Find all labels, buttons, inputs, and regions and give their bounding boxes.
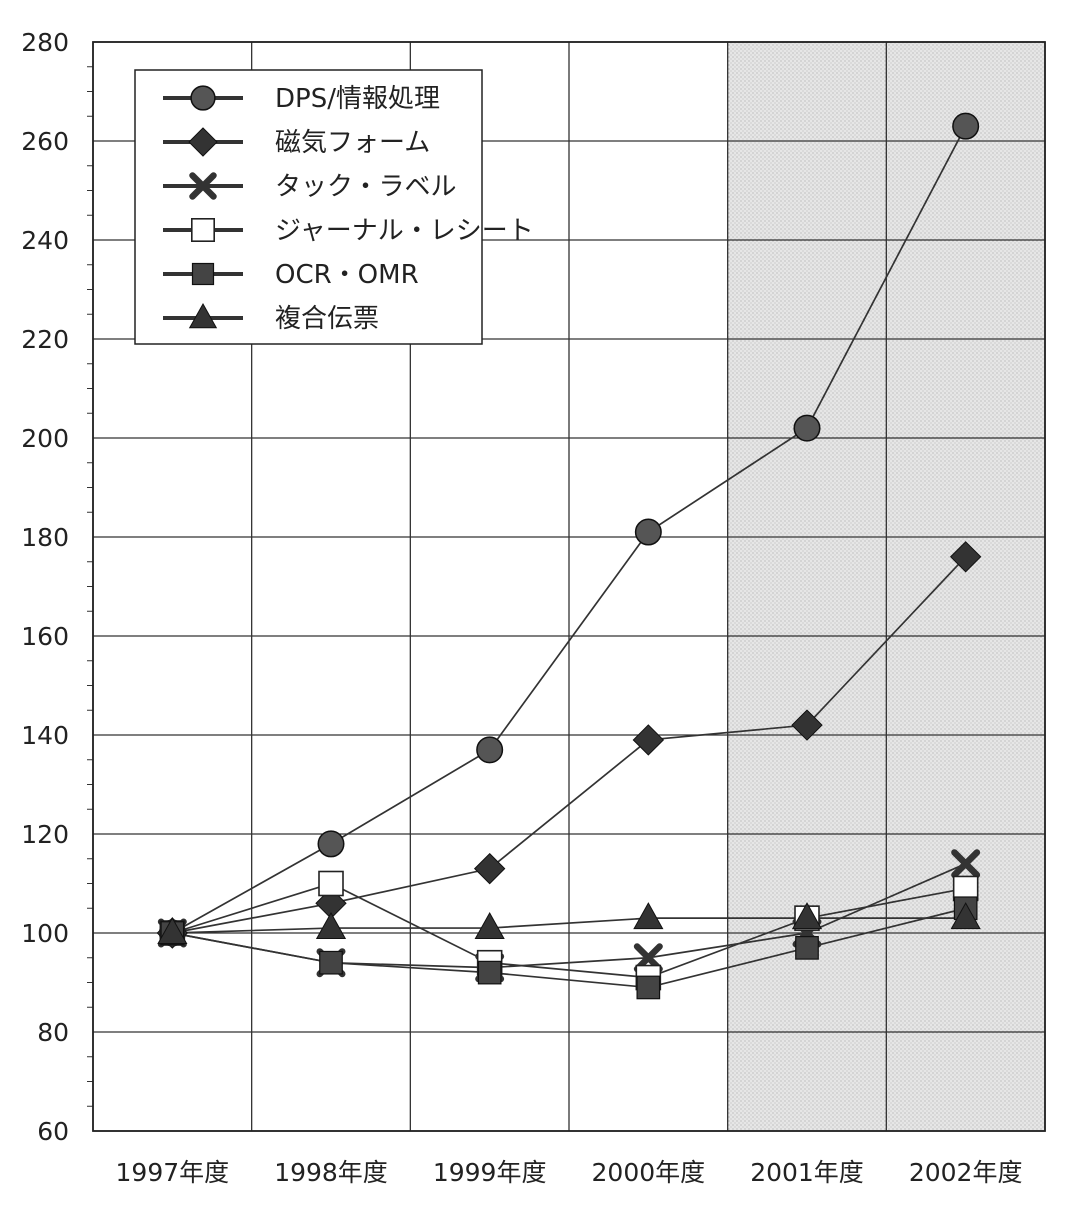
marker-x — [951, 849, 981, 879]
marker-open-square — [318, 870, 344, 897]
marker-filled-square — [636, 975, 661, 1000]
marker-diamond — [791, 709, 823, 741]
marker-triangle — [791, 902, 823, 930]
series-line — [172, 907, 966, 989]
series-4 — [172, 907, 966, 989]
series-line — [172, 556, 967, 934]
series-line — [172, 917, 966, 934]
marker-triangle — [633, 902, 664, 930]
series-0 — [171, 125, 967, 934]
marker-circle — [634, 518, 662, 546]
legend-label: ジャーナル・レシート — [275, 216, 534, 246]
legend-label: 磁気フォーム — [275, 128, 430, 158]
legend-entry: OCR・OMR — [163, 260, 419, 290]
axes: 60 80 100 120 140 160 180 200 220 240 260 280 1997年度… — [21, 28, 1046, 1187]
legend-entry: タック・ラベル — [163, 172, 456, 202]
x-tick-label: 2002年度 — [909, 1158, 1023, 1187]
y-tick-label: 260 — [21, 127, 69, 156]
y-tick-label: 220 — [21, 325, 69, 354]
y-tick-label: 80 — [37, 1018, 69, 1047]
marker-circle — [190, 85, 216, 111]
marker-triangle — [315, 912, 347, 940]
x-tick-label: 1998年度 — [274, 1158, 388, 1187]
marker-circle — [952, 112, 980, 140]
series-3 — [172, 882, 966, 979]
y-tick-label: 240 — [21, 226, 69, 255]
shaded-column — [886, 42, 1045, 1131]
marker-diamond — [188, 127, 218, 157]
marker-open-square — [191, 218, 216, 243]
y-tick-label: 120 — [21, 820, 69, 849]
x-tick-label: 1997年度 — [116, 1158, 230, 1187]
legend-label: タック・ラベル — [275, 172, 456, 202]
marker-x — [189, 172, 217, 200]
marker-diamond — [473, 852, 506, 885]
marker-triangle — [950, 902, 981, 930]
marker-diamond — [632, 724, 665, 756]
marker-triangle — [188, 302, 218, 329]
series-1 — [172, 556, 967, 934]
legend-label: 複合伝票 — [275, 304, 379, 334]
shaded-column — [727, 42, 887, 1131]
marker-filled-square — [795, 935, 819, 960]
y-tick-label: 160 — [21, 622, 69, 651]
y-tick-label: 140 — [21, 721, 69, 750]
marker-circle — [476, 736, 504, 764]
x-tick-label: 1999年度 — [433, 1158, 547, 1187]
legend-label: DPS/情報処理 — [275, 84, 440, 114]
legend-box — [134, 69, 483, 345]
y-tick-label: 180 — [21, 523, 69, 552]
series — [156, 112, 982, 1000]
marker-triangle — [474, 912, 505, 940]
marker-filled-square — [191, 262, 215, 286]
y-tick-label: 280 — [21, 28, 69, 57]
y-tick-label: 60 — [37, 1117, 69, 1146]
legend-entry: DPS/情報処理 — [163, 84, 440, 114]
legend-entry: ジャーナル・レシート — [163, 216, 534, 246]
x-tick-label: 2001年度 — [750, 1158, 864, 1187]
legend-entry: 磁気フォーム — [163, 127, 430, 158]
plot-frame — [92, 41, 1046, 1132]
marker-filled-square — [477, 960, 502, 985]
marker-diamond — [949, 541, 982, 573]
marker-circle — [793, 414, 821, 442]
y-tick-label: 100 — [21, 919, 69, 948]
series-5 — [172, 917, 966, 934]
marker-filled-square — [319, 950, 343, 975]
legend-entry: 複合伝票 — [163, 302, 379, 334]
series-line — [172, 882, 966, 979]
marker-triangle — [157, 916, 188, 944]
series-markers-5 — [157, 902, 981, 944]
marker-circle — [317, 830, 345, 858]
x-tick-label: 2000年度 — [592, 1158, 706, 1187]
series-line — [171, 125, 967, 934]
y-tick-label: 200 — [21, 424, 69, 453]
legend-label: OCR・OMR — [275, 260, 419, 290]
